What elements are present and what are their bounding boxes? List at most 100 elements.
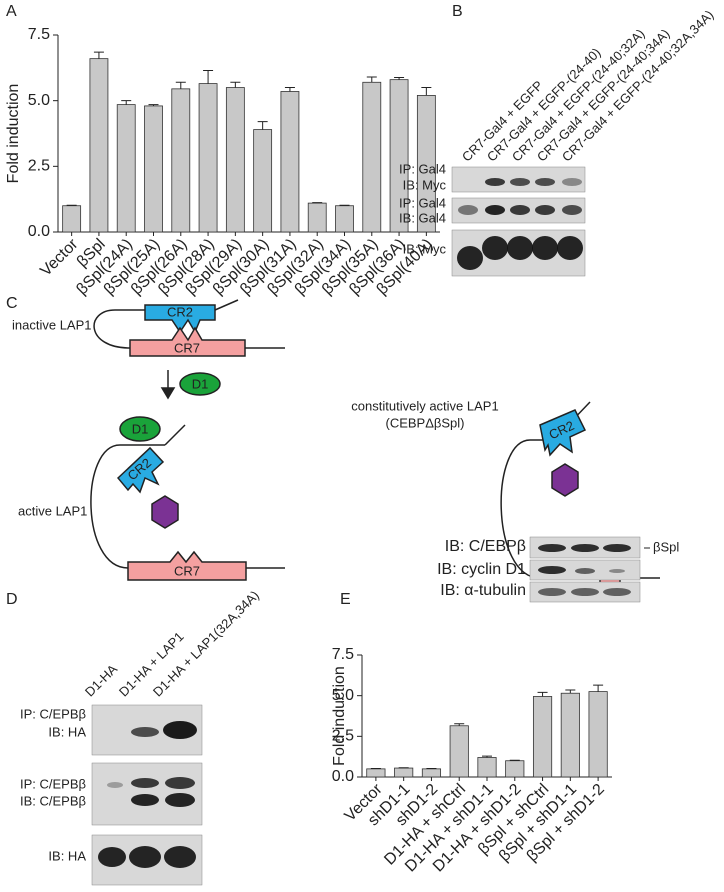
bar <box>335 206 353 232</box>
blot-band <box>164 846 196 868</box>
panel-letter: B <box>452 3 463 20</box>
error-bar <box>121 101 131 105</box>
bar <box>422 769 440 777</box>
bar <box>367 769 385 777</box>
bar <box>281 91 299 232</box>
blot-band <box>538 566 566 574</box>
tail <box>215 300 238 310</box>
error-bar <box>367 77 377 82</box>
error-bar <box>285 88 295 92</box>
blot-band <box>507 236 533 260</box>
error-bar <box>203 70 213 83</box>
error-bar <box>258 122 268 130</box>
error-bar <box>312 203 322 204</box>
blot-band <box>457 246 483 270</box>
bar <box>589 692 607 777</box>
blot-row-label: IB: Myc <box>403 177 447 192</box>
error-bar <box>593 685 603 692</box>
y-axis-label: Fold induction <box>331 666 348 766</box>
blot-band <box>535 205 555 215</box>
blot-band <box>571 588 599 596</box>
bar <box>226 88 244 232</box>
blot-band <box>510 178 530 186</box>
cr7-label: CR7 <box>174 563 200 578</box>
blot-band <box>107 782 123 788</box>
y-tick-label: 2.5 <box>28 158 50 175</box>
hexagon <box>552 464 578 496</box>
cr2-label: CR2 <box>167 304 193 319</box>
blot-band <box>575 568 595 574</box>
y-tick-label: 7.5 <box>28 26 50 43</box>
d1-label: D1 <box>192 376 209 391</box>
bar <box>533 696 551 777</box>
blot-row-label: IB: α-tubulin <box>440 582 526 599</box>
y-tick-label: 5.0 <box>332 687 354 704</box>
blot-band <box>131 778 159 788</box>
y-tick-label: 5.0 <box>28 92 50 109</box>
blot-row-label: IP: C/EPBβ <box>20 776 86 791</box>
blot-band <box>510 205 530 215</box>
y-tick-label: 2.5 <box>332 728 354 745</box>
bar <box>172 89 190 232</box>
blot-band <box>98 847 126 867</box>
y-tick-label: 7.5 <box>332 646 354 663</box>
error-bar <box>340 205 350 206</box>
blot-row-label: IB: cyclin D1 <box>437 561 526 578</box>
y-tick-label: 0.0 <box>28 223 50 240</box>
panel-letter: A <box>6 3 17 20</box>
blot-band <box>165 793 195 807</box>
constitutive-label: constitutively active LAP1 <box>351 398 498 413</box>
blot-band <box>163 721 197 739</box>
tail <box>165 425 185 445</box>
cr7-label: CR7 <box>174 340 200 355</box>
bar <box>478 757 496 777</box>
blot-row-label: IB: HA <box>48 848 86 863</box>
panel-letter: C <box>6 295 18 312</box>
active-label: active LAP1 <box>18 503 87 518</box>
panel-letter: E <box>340 591 351 608</box>
inactive-label: inactive LAP1 <box>12 317 92 332</box>
bar <box>395 768 413 777</box>
blot-band <box>458 205 478 215</box>
blot-band <box>485 205 505 215</box>
blot-band <box>562 178 582 186</box>
bar <box>254 130 272 232</box>
blot-band <box>538 544 566 552</box>
error-bar <box>565 690 575 693</box>
blot-row-label: IP: Gal4 <box>399 161 446 176</box>
blot-band <box>557 236 583 260</box>
constitutive-sub: (CEBPΔβSpl) <box>385 415 464 430</box>
lane-label: D1-HA <box>82 661 120 699</box>
error-bar <box>176 82 186 89</box>
bar <box>90 59 108 232</box>
error-bar <box>538 692 548 696</box>
blot-band <box>129 846 161 868</box>
error-bar <box>67 205 77 206</box>
arrowhead <box>162 388 174 398</box>
error-bar <box>94 52 104 59</box>
blot-band <box>131 794 159 806</box>
blot-band <box>131 727 159 737</box>
panel-letter: D <box>6 591 18 608</box>
error-bar <box>230 82 240 87</box>
y-tick-label: 0.0 <box>332 768 354 785</box>
bar <box>144 106 162 232</box>
blot-row-label: IP: Gal4 <box>399 195 446 210</box>
blot-row-label: IB: C/EPBβ <box>20 793 86 808</box>
d1-label: D1 <box>132 421 149 436</box>
bar <box>63 206 81 232</box>
blot-band <box>535 178 555 186</box>
blot-band <box>482 236 508 260</box>
blot-band <box>485 178 505 186</box>
blot-band <box>165 777 195 789</box>
hexagon <box>152 496 178 528</box>
blot-band <box>609 569 625 573</box>
blot-band <box>562 205 582 215</box>
bar <box>363 82 381 232</box>
blot-row-label: IB: HA <box>48 724 86 739</box>
error-bar <box>421 88 431 96</box>
blot-row-label: IB: C/EBPβ <box>445 538 526 555</box>
y-axis-label: Fold induction <box>5 84 22 184</box>
bar <box>117 105 135 232</box>
